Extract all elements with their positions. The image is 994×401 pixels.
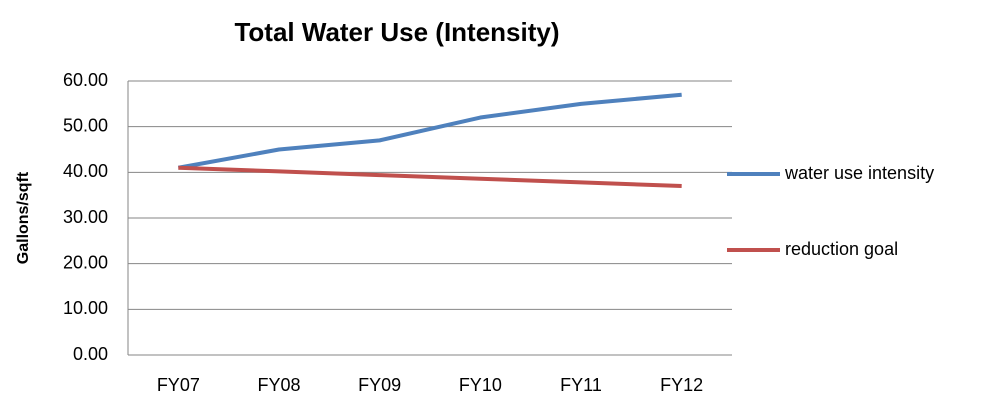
y-tick-label: 40.00 [63,161,108,181]
y-tick-label: 50.00 [63,115,108,135]
y-axis-label: Gallons/sqft [15,171,32,264]
x-tick-label: FY07 [157,375,200,395]
x-tick-label: FY09 [358,375,401,395]
legend-label: water use intensity [784,163,934,183]
y-tick-label: 20.00 [63,252,108,272]
y-tick-label: 60.00 [63,70,108,90]
x-tick-label: FY12 [660,375,703,395]
y-tick-label: 10.00 [63,298,108,318]
legend-label: reduction goal [785,239,898,259]
y-tick-label: 30.00 [63,207,108,227]
chart-title: Total Water Use (Intensity) [234,17,559,47]
series-line [177,92,682,170]
y-tick-label: 0.00 [73,344,108,364]
x-tick-label: FY08 [257,375,300,395]
x-tick-label: FY10 [459,375,502,395]
x-tick-label: FY11 [560,375,602,395]
series-line [178,165,682,189]
